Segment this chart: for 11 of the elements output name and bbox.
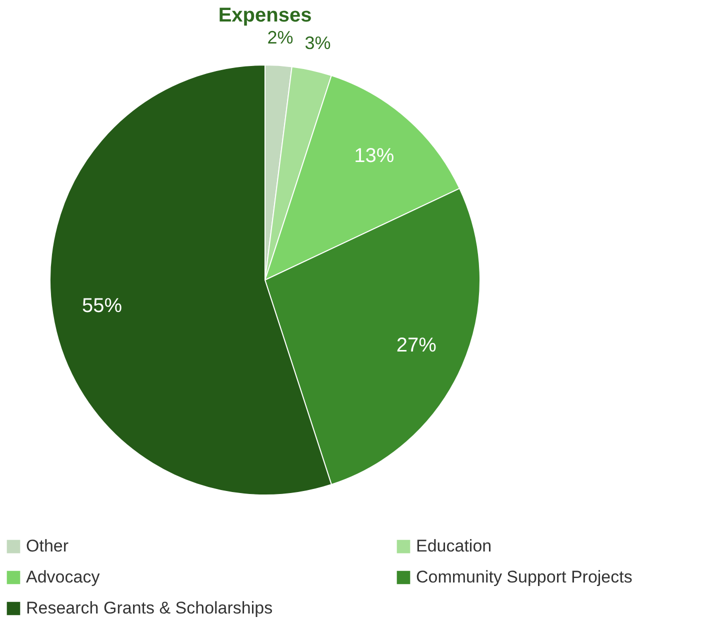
data-label: 13% xyxy=(354,145,394,168)
chart-title: Expenses xyxy=(218,4,312,26)
legend-label: Community Support Projects xyxy=(416,568,632,586)
legend-label: Research Grants & Scholarships xyxy=(26,598,273,618)
legend-label: Other xyxy=(26,536,69,556)
data-label: 55% xyxy=(82,294,122,317)
data-label: 3% xyxy=(304,32,331,53)
data-label: 27% xyxy=(396,334,437,357)
data-label: 2% xyxy=(267,27,294,48)
legend-label: Education xyxy=(416,536,492,556)
legend-label: Advocacy xyxy=(26,568,100,586)
